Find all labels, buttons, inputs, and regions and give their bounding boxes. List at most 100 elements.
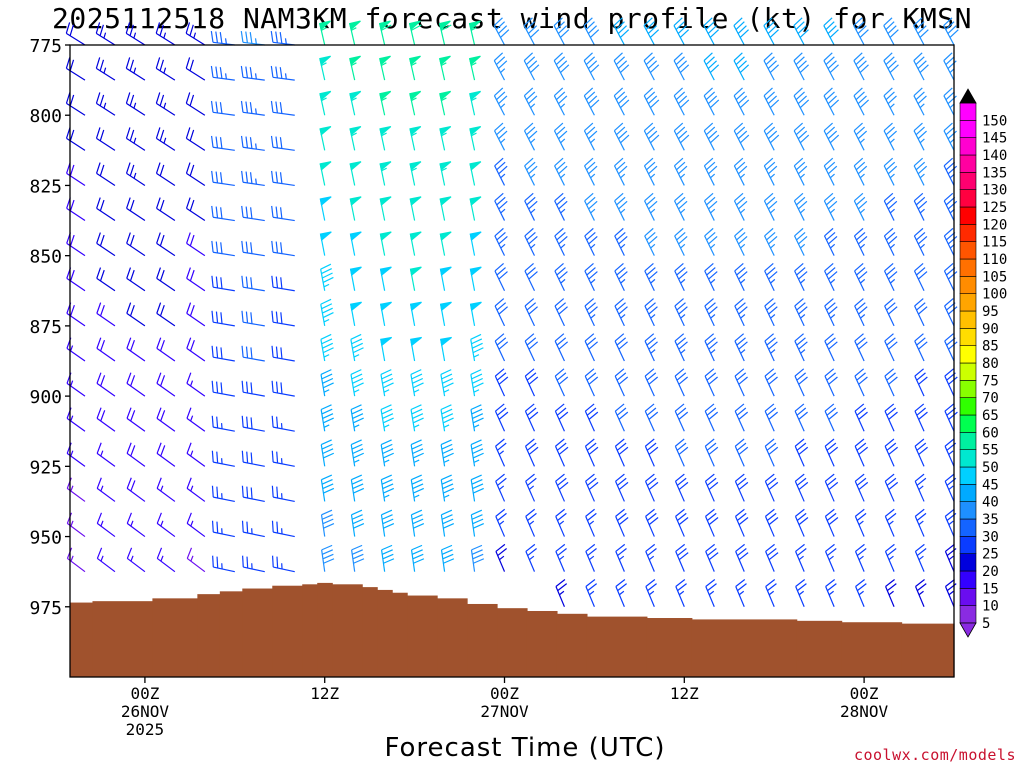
terrain-segment	[841, 622, 903, 677]
wind-barb	[943, 263, 958, 292]
wind-barb	[470, 439, 484, 467]
wind-barb	[793, 52, 809, 81]
wind-barb	[644, 227, 658, 256]
wind-barb	[271, 345, 295, 362]
colorbar-swatch	[959, 120, 977, 138]
wind-barb	[155, 22, 176, 46]
wind-barb	[734, 473, 749, 502]
wind-barb	[156, 372, 176, 397]
wind-barb	[764, 227, 778, 256]
wind-barb	[380, 474, 395, 502]
wind-barb	[853, 52, 869, 81]
wind-barb	[673, 157, 688, 186]
wind-barb	[583, 122, 598, 151]
wind-barb	[96, 197, 116, 222]
wind-barb	[271, 380, 295, 397]
wind-barb	[913, 17, 929, 46]
wind-barb	[493, 52, 508, 81]
wind-barb	[585, 578, 598, 608]
wind-barb	[469, 90, 481, 116]
wind-barb	[409, 266, 422, 291]
wind-barb	[211, 240, 235, 257]
colorbar-label: 30	[982, 529, 999, 545]
wind-barb	[241, 240, 265, 257]
wind-barb	[823, 227, 838, 256]
wind-barb	[913, 157, 928, 186]
wind-barb	[554, 298, 568, 327]
wind-barb	[469, 196, 482, 221]
wind-barb	[584, 298, 598, 327]
wind-barb	[763, 87, 780, 116]
wind-barb	[883, 52, 899, 81]
wind-barb	[350, 333, 364, 362]
colorbar-swatch	[959, 432, 977, 450]
wind-barb	[883, 17, 899, 46]
wind-barb	[241, 310, 265, 327]
wind-barb	[96, 337, 116, 362]
wind-barb	[439, 55, 451, 81]
colorbar-label: 80	[982, 356, 999, 372]
wind-barb	[913, 122, 927, 151]
wind-barb	[915, 578, 927, 608]
wind-barb	[319, 231, 332, 256]
chart-title: 2025112518 NAM3KM forecast wind profile …	[52, 2, 972, 35]
terrain-segment	[646, 618, 693, 677]
wind-barb	[793, 157, 808, 186]
wind-barb	[584, 368, 599, 397]
wind-barb	[555, 473, 569, 502]
wind-barb	[409, 301, 422, 326]
wind-barb	[734, 368, 748, 397]
wind-barb	[793, 17, 809, 46]
wind-barb	[125, 127, 146, 151]
x-tick-label: 26NOV	[121, 702, 170, 721]
wind-barb	[644, 368, 659, 397]
wind-barb	[793, 227, 808, 256]
wind-barb	[186, 372, 206, 397]
wind-barb	[470, 369, 484, 397]
wind-barb	[703, 192, 718, 221]
wind-barb	[409, 125, 422, 151]
wind-barb	[493, 17, 510, 46]
wind-barb	[439, 90, 452, 116]
colorbar-swatch	[959, 570, 977, 589]
wind-barb	[524, 263, 538, 292]
credit-link[interactable]: coolwx.com/models	[853, 746, 1016, 764]
x-tick-label: 12Z	[670, 684, 699, 703]
wind-barb	[824, 508, 839, 537]
wind-barb	[555, 543, 567, 572]
wind-barb	[764, 298, 778, 327]
terrain-segment	[219, 591, 243, 677]
wind-barb	[914, 543, 927, 572]
colorbar-label: 90	[982, 321, 999, 337]
wind-barb	[210, 100, 235, 116]
wind-barb	[645, 543, 657, 572]
colorbar-label: 105	[982, 269, 1007, 285]
terrain-segment	[556, 613, 588, 677]
terrain-layer	[70, 582, 955, 677]
wind-barb	[319, 161, 332, 186]
wind-barb	[240, 100, 265, 116]
wind-barb	[823, 192, 838, 221]
wind-barb	[320, 509, 335, 537]
wind-barb	[853, 227, 868, 256]
y-tick-label: 775	[29, 36, 62, 57]
wind-barb	[555, 578, 568, 608]
wind-barb	[614, 368, 629, 397]
wind-barb	[524, 368, 539, 397]
wind-barb	[470, 404, 484, 432]
wind-barb	[439, 301, 452, 326]
wind-barb	[185, 22, 206, 46]
wind-barb	[380, 509, 395, 537]
wind-barb	[319, 196, 332, 221]
wind-barb	[614, 298, 628, 327]
wind-barb	[704, 333, 718, 362]
wind-barb	[319, 125, 332, 151]
wind-barb	[824, 263, 838, 292]
wind-barb	[65, 22, 86, 46]
wind-barb	[913, 263, 928, 292]
wind-barb	[704, 298, 718, 327]
wind-barb	[585, 543, 597, 572]
colorbar-label: 15	[982, 581, 999, 597]
